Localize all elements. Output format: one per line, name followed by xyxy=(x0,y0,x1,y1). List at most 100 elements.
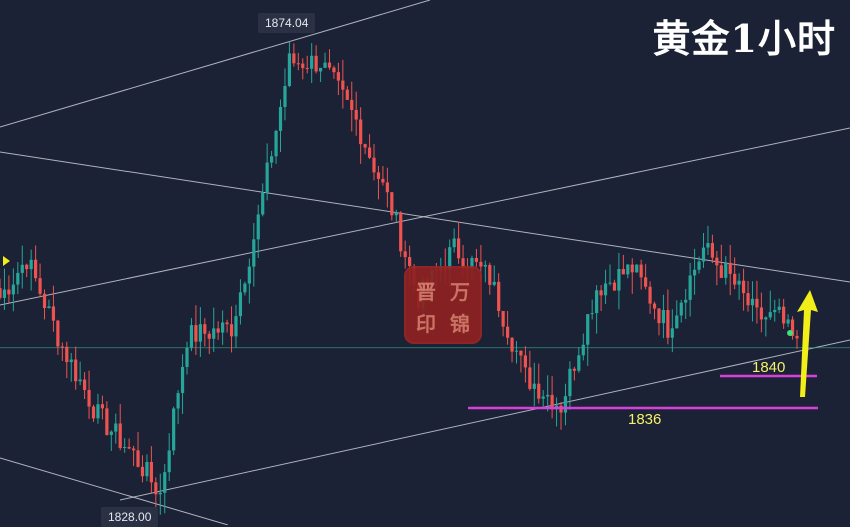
candle-body xyxy=(78,379,82,382)
candle-body xyxy=(229,324,234,337)
candle-body xyxy=(750,298,755,306)
candle-body xyxy=(207,333,211,339)
candle-body xyxy=(786,319,790,324)
candle-body xyxy=(91,406,96,419)
candle-body xyxy=(42,293,47,309)
candle-body xyxy=(301,63,305,69)
candle-body xyxy=(189,325,194,348)
candle-body xyxy=(256,214,260,240)
candle-body xyxy=(372,157,376,173)
candle-body xyxy=(697,261,701,270)
candle-body xyxy=(7,289,11,295)
left-marker-icon xyxy=(3,256,10,266)
candle-body xyxy=(20,264,24,273)
candle-body xyxy=(782,306,786,324)
candles-layer xyxy=(0,41,799,515)
candle-body xyxy=(38,278,42,294)
candle-body xyxy=(399,212,403,252)
candle-body xyxy=(265,162,269,193)
candle-body xyxy=(452,238,456,248)
candle-body xyxy=(247,266,251,284)
candle-body xyxy=(292,53,296,64)
candle-body xyxy=(212,328,216,339)
seal-char-3: 印 xyxy=(416,312,436,336)
candle-body xyxy=(719,265,723,278)
trendline xyxy=(0,0,431,128)
level-1840-label: 1840 xyxy=(752,359,786,376)
candle-body xyxy=(394,212,398,216)
candle-body xyxy=(457,238,461,259)
candle-body xyxy=(11,284,15,295)
candle-body xyxy=(501,311,505,327)
candle-body xyxy=(123,446,127,448)
level-1836-label: 1836 xyxy=(628,411,662,428)
seal-char-2: 万 xyxy=(450,280,470,304)
candle-body xyxy=(692,269,697,276)
candle-body xyxy=(198,324,202,342)
candle-body xyxy=(336,72,340,81)
candle-body xyxy=(595,290,599,314)
candle-body xyxy=(114,423,118,432)
candle-body xyxy=(590,313,594,315)
candle-body xyxy=(296,63,300,65)
candle-body xyxy=(221,322,225,333)
up-arrow-icon xyxy=(797,290,818,397)
candle-body xyxy=(56,320,60,347)
candle-body xyxy=(34,259,38,279)
candle-body xyxy=(278,107,283,131)
candle-body xyxy=(563,396,568,413)
trendline xyxy=(0,127,850,306)
candle-body xyxy=(167,450,171,473)
candle-body xyxy=(60,346,64,348)
candle-body xyxy=(586,314,590,345)
candle-body xyxy=(283,86,287,108)
low-price-label: 1828.00 xyxy=(101,507,159,527)
candle-body xyxy=(180,366,185,394)
candle-body xyxy=(652,303,657,309)
trendline xyxy=(0,457,229,525)
candle-body xyxy=(252,239,256,267)
candle-body xyxy=(2,289,7,298)
candle-body xyxy=(261,192,265,215)
candle-body xyxy=(310,55,314,69)
candle-body xyxy=(546,394,550,397)
candle-body xyxy=(158,492,162,495)
candle-body xyxy=(270,156,274,163)
candle-body xyxy=(87,390,91,407)
candle-body xyxy=(408,257,412,267)
candle-body xyxy=(514,350,519,352)
candle-body xyxy=(666,310,670,338)
candle-body xyxy=(367,147,372,158)
candle-body xyxy=(69,359,73,363)
candle-body xyxy=(630,264,634,273)
candle-body xyxy=(305,68,309,70)
candle-body xyxy=(644,277,648,287)
candle-body xyxy=(706,243,710,248)
candle-body xyxy=(621,269,625,275)
candle-body xyxy=(701,247,706,262)
high-price-label: 1874.04 xyxy=(258,13,316,33)
candle-body xyxy=(688,275,692,300)
candle-body xyxy=(109,431,113,435)
candle-body xyxy=(327,62,332,68)
candle-body xyxy=(603,283,608,296)
candle-body xyxy=(314,55,318,72)
candle-body xyxy=(287,53,292,87)
candle-body xyxy=(172,408,176,451)
candle-body xyxy=(488,264,492,285)
candle-body xyxy=(577,355,581,371)
candle-body xyxy=(25,264,29,270)
candle-body xyxy=(639,264,643,278)
candle-body xyxy=(612,282,617,291)
seal-stamp: 晋 万 印 锦 xyxy=(404,266,482,344)
candle-body xyxy=(16,272,20,285)
candle-body xyxy=(47,306,51,309)
candle-body xyxy=(746,293,750,306)
candle-body xyxy=(225,322,229,325)
seal-char-4: 锦 xyxy=(450,312,470,336)
candle-body xyxy=(65,346,69,363)
candle-body xyxy=(350,99,354,110)
current-price-dot xyxy=(787,330,793,336)
